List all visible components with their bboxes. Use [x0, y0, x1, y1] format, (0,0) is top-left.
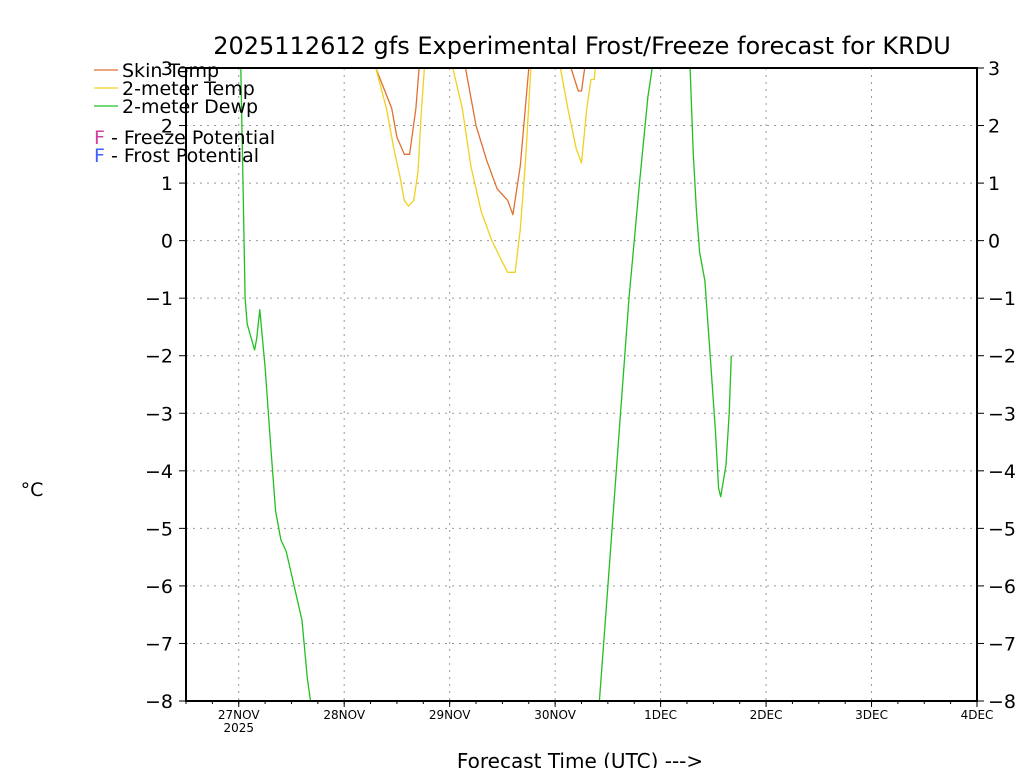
y-tick-label-right: −5 [988, 518, 1016, 540]
series-line-skin-temp [570, 67, 586, 92]
y-tick-label-right: −7 [988, 633, 1016, 655]
legend-potential: F - Freeze Potential [94, 127, 275, 149]
y-tick-label-right: −4 [988, 461, 1016, 483]
y-tick-label-right: −8 [988, 691, 1016, 713]
x-tick-label: 1DEC [644, 708, 677, 722]
series-line-skin-temp [464, 67, 530, 216]
y-tick-label: 2 [161, 116, 173, 138]
x-tick-label: 4DEC [961, 708, 994, 722]
y-tick-label: −3 [145, 403, 173, 425]
x-tick-label: 3DEC [855, 708, 888, 722]
x-tick-label: 28NOV [323, 708, 365, 722]
legend-label: Skin Temp [122, 60, 219, 82]
y-tick-label-right: 3 [988, 58, 1000, 80]
gridlines [186, 68, 977, 701]
legend-label: 2-meter Temp [122, 78, 255, 100]
series-line-2-meter-temp [375, 67, 426, 207]
x-tick-label: 29NOV [429, 708, 471, 722]
x-tick-label: 30NOV [534, 708, 576, 722]
legend-potential-symbol: F [94, 127, 105, 149]
y-tick-label-right: 0 [988, 231, 1000, 253]
y-tick-label: −7 [145, 633, 173, 655]
y-tick-label: −4 [145, 461, 173, 483]
series-line-skin-temp [375, 67, 420, 155]
legend-potential-symbol: F [94, 145, 105, 167]
y-tick-label-right: −2 [988, 346, 1016, 368]
y-tick-label: −6 [145, 576, 173, 598]
legend-label: 2-meter Dewp [122, 96, 258, 118]
series-line-2-meter-temp [559, 67, 596, 164]
x-axis-label: Forecast Time (UTC) ---> [457, 749, 703, 768]
y-tick-label-right: 2 [988, 116, 1000, 138]
series-line-2-meter-temp [452, 67, 532, 273]
x-tick-sublabel: 2025 [223, 721, 254, 735]
y-axis-label: °C [21, 479, 44, 501]
y-tick-label-right: 1 [988, 173, 1000, 195]
y-tick-label-right: −3 [988, 403, 1016, 425]
legend-potential-label: - Frost Potential [105, 145, 259, 167]
y-tick-label: 3 [161, 58, 173, 80]
legend-potential-label: - Freeze Potential [105, 127, 275, 149]
series-line-2-meter-dewp [598, 67, 653, 702]
series-line-2-meter-dewp [689, 67, 732, 498]
series-line-2-meter-dewp [240, 67, 312, 702]
y-tick-label: −5 [145, 518, 173, 540]
y-axis-ticks: −8 −8 −7 −7 −6 −6 −5 −5 −4 −4 −3 −3 −2 −2 −1 −1 0 0 1 1 2 2 3 3 [145, 58, 1016, 713]
y-tick-label-right: −6 [988, 576, 1016, 598]
y-tick-label: 0 [161, 231, 173, 253]
y-tick-label: 1 [161, 173, 173, 195]
y-tick-label-right: −1 [988, 288, 1016, 310]
chart-title: 2025112612 gfs Experimental Frost/Freeze… [213, 32, 951, 60]
y-tick-label: −2 [145, 346, 173, 368]
legend-potential: F - Frost Potential [94, 145, 259, 167]
series-lines [240, 67, 732, 702]
y-tick-label: −1 [145, 288, 173, 310]
y-tick-label: −8 [145, 691, 173, 713]
x-tick-label: 2DEC [750, 708, 783, 722]
x-tick-label: 27NOV [218, 708, 260, 722]
